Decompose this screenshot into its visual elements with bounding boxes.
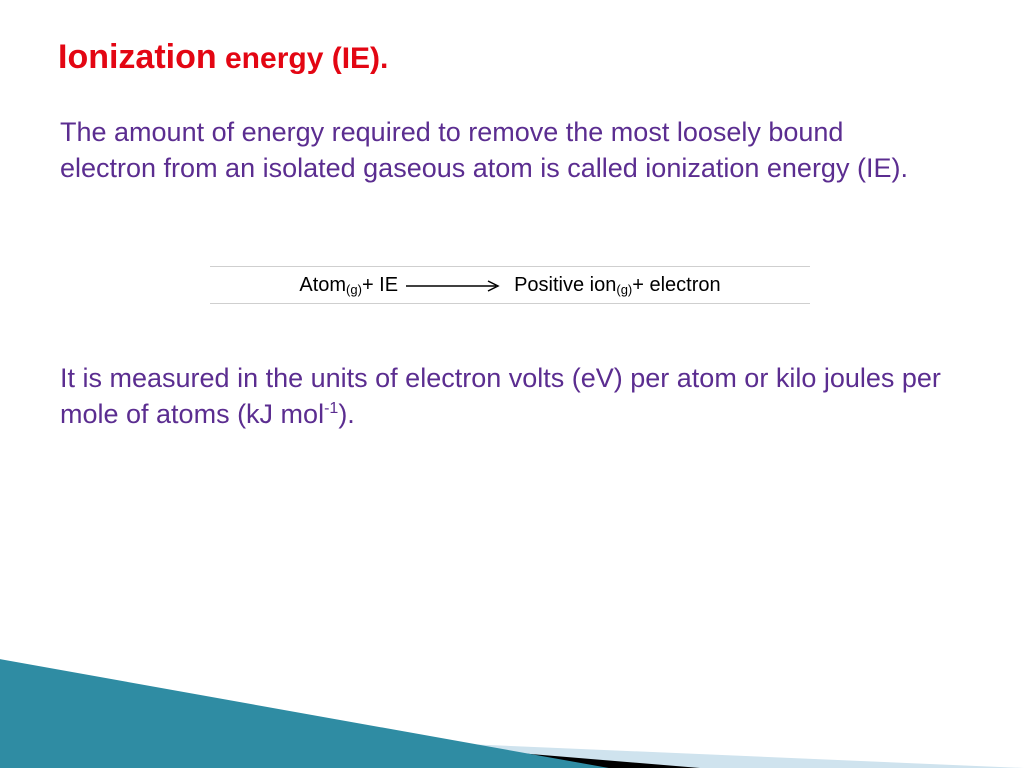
decoration-lightblue-wedge — [0, 724, 1024, 768]
corner-decoration — [0, 608, 1024, 768]
equation-lhs-sub: (g) — [346, 282, 362, 297]
equation-rhs-electron: + electron — [632, 274, 720, 297]
equation-rhs-ion: Positive ion — [514, 274, 616, 297]
equation: Atom (g) + IE Positive ion (g) + electro… — [210, 266, 810, 304]
slide: Ionization energy (IE). The amount of en… — [0, 0, 1024, 768]
decoration-black-wedge — [0, 710, 700, 768]
definition-text: The amount of energy required to remove … — [60, 114, 940, 187]
units-post: ). — [338, 399, 355, 429]
slide-title: Ionization energy (IE). — [58, 38, 388, 77]
title-rest: energy (IE). — [225, 42, 388, 75]
decoration-teal-wedge — [0, 652, 620, 768]
units-text: It is measured in the units of electron … — [60, 360, 960, 433]
units-pre: It is measured in the units of electron … — [60, 363, 941, 429]
equation-plus-ie: + IE — [362, 274, 398, 297]
arrow-icon — [406, 275, 506, 298]
units-sup: -1 — [324, 400, 338, 417]
equation-lhs-atom: Atom — [299, 274, 346, 297]
equation-rhs-sub: (g) — [616, 282, 632, 297]
title-word-ionization: Ionization — [58, 38, 217, 76]
